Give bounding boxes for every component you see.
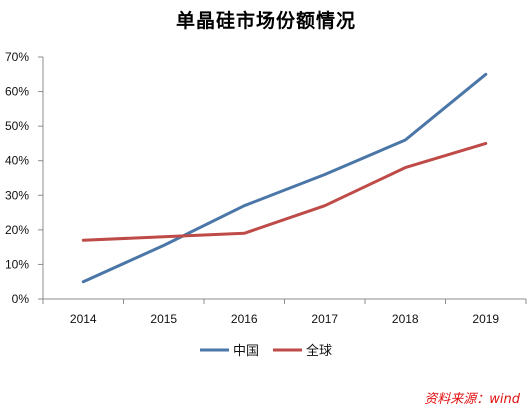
x-tick-label: 2014 (70, 312, 97, 326)
legend-label-0: 中国 (233, 344, 259, 359)
series-line-0 (81, 72, 488, 284)
x-tick-label: 2019 (472, 312, 499, 326)
x-tick-label: 2018 (392, 312, 419, 326)
y-tick-label: 70% (5, 50, 29, 64)
x-tick-label: 2017 (311, 312, 338, 326)
y-tick-label: 40% (5, 154, 29, 168)
series-line-1 (81, 141, 488, 242)
y-tick-label: 0% (12, 292, 30, 306)
y-tick-label: 60% (5, 85, 29, 99)
y-tick-label: 20% (5, 223, 29, 237)
y-tick-label: 30% (5, 188, 29, 202)
y-tick-label: 50% (5, 119, 29, 133)
x-tick-label: 2016 (231, 312, 258, 326)
y-tick-label: 10% (5, 257, 29, 271)
chart-title: 单晶硅市场份额情况 (175, 10, 356, 32)
legend-label-1: 全球 (306, 343, 332, 359)
source-note: 资料来源：wind (424, 392, 520, 407)
x-tick-label: 2015 (150, 312, 177, 326)
